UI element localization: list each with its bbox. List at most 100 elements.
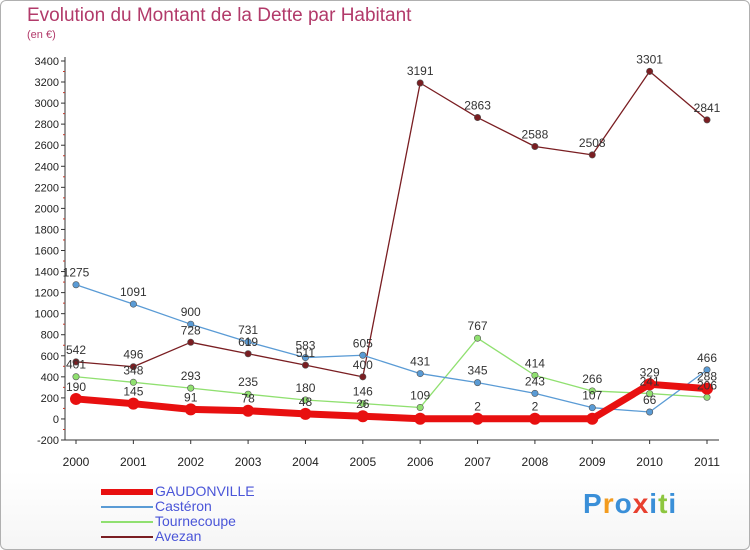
y-tick-label: 2600 [35, 140, 59, 152]
data-point [703, 366, 711, 374]
data-label: 431 [410, 355, 430, 369]
x-tick-label: 2009 [579, 455, 606, 469]
data-label: 190 [66, 380, 86, 394]
data-point [531, 142, 539, 150]
data-point [474, 379, 482, 387]
data-label: 542 [66, 343, 86, 357]
data-label: 26 [356, 397, 370, 411]
data-point [414, 412, 427, 425]
y-tick-label: 200 [41, 393, 59, 405]
data-label: 728 [181, 323, 201, 337]
legend-label-gaudonville: GAUDONVILLE [155, 483, 255, 499]
logo-letter: o [614, 488, 633, 519]
x-tick-label: 2007 [464, 455, 491, 469]
series-line-avezan [75, 70, 708, 378]
y-tick-label: 1000 [35, 309, 59, 321]
data-point [528, 412, 541, 425]
data-label: 348 [123, 363, 143, 377]
data-label: 2863 [464, 99, 491, 113]
y-tick-label: 400 [41, 372, 59, 384]
data-label: 605 [353, 336, 373, 350]
series-line-tournecoupe [75, 337, 708, 409]
data-point [244, 390, 252, 398]
legend-swatch-casteron [101, 506, 153, 508]
data-point [72, 358, 80, 366]
data-point [359, 373, 367, 381]
x-tick-label: 2004 [292, 455, 319, 469]
y-tick-label: 600 [41, 351, 59, 363]
data-label: 329 [640, 365, 660, 379]
data-point [356, 410, 369, 423]
logo-letter: t [658, 488, 669, 519]
data-point [646, 390, 654, 398]
data-point [127, 397, 140, 410]
data-label: 400 [353, 358, 373, 372]
data-point [703, 393, 711, 401]
data-label: 180 [295, 381, 315, 395]
data-label: 109 [410, 388, 430, 402]
x-tick-label: 2002 [177, 455, 204, 469]
data-label: 496 [123, 348, 143, 362]
data-point [646, 408, 654, 416]
data-label: 2841 [694, 101, 721, 115]
data-label: 900 [181, 305, 201, 319]
y-tick-label: 0 [53, 414, 59, 426]
data-point [643, 378, 656, 391]
data-label: 2508 [579, 136, 606, 150]
x-tick-label: 2001 [120, 455, 147, 469]
data-point [70, 392, 82, 405]
data-point [301, 361, 309, 369]
data-label: 266 [582, 372, 602, 386]
x-tick-label: 2000 [63, 455, 90, 469]
data-point [187, 384, 195, 392]
data-label: 619 [238, 335, 258, 349]
data-label: 107 [582, 389, 602, 403]
data-label: 731 [238, 323, 258, 337]
data-point [129, 300, 137, 308]
data-label: 145 [123, 385, 143, 399]
x-tick-label: 2010 [636, 455, 663, 469]
chart-title: Evolution du Montant de la Dette par Hab… [27, 5, 412, 26]
data-label: 91 [184, 390, 198, 404]
data-point [129, 363, 137, 371]
data-point [184, 403, 197, 416]
y-tick-label: 2200 [35, 182, 59, 194]
data-label: 414 [525, 356, 545, 370]
legend-label-tournecoupe: Tournecoupe [155, 513, 236, 529]
y-tick-label: 1200 [35, 288, 59, 300]
x-tick-label: 2008 [522, 455, 549, 469]
logo-letter: x [632, 488, 650, 519]
data-label: 466 [697, 351, 717, 365]
y-tick-label: 2000 [35, 203, 59, 215]
data-label: 2588 [522, 127, 549, 141]
y-tick-label: 3000 [35, 98, 59, 110]
data-label: 146 [353, 385, 373, 399]
series-line-castéron [75, 284, 708, 413]
logo-letter: P [583, 488, 603, 519]
y-tick-label: 2400 [35, 161, 59, 173]
legend-swatch-tournecoupe [101, 521, 153, 523]
data-point [701, 382, 713, 395]
data-label: 48 [299, 395, 313, 409]
data-label: 401 [66, 358, 86, 372]
y-tick-label: 1400 [35, 267, 59, 279]
data-point [187, 338, 195, 346]
data-point [474, 334, 482, 342]
y-tick-label: 2800 [35, 119, 59, 131]
legend-swatch-gaudonville [101, 489, 153, 495]
y-tick-label: 3400 [35, 56, 59, 68]
data-point [129, 378, 137, 386]
data-label: 235 [238, 375, 258, 389]
legend-swatch-avezan [101, 536, 153, 538]
data-point [416, 79, 424, 87]
y-tick-label: 1600 [35, 246, 59, 258]
data-point [531, 389, 539, 397]
data-point [416, 370, 424, 378]
data-point [187, 320, 195, 328]
data-label: 1091 [120, 285, 147, 299]
data-point [359, 400, 367, 408]
data-point [586, 412, 599, 425]
data-point [588, 404, 596, 412]
data-point [416, 403, 424, 411]
data-point [244, 338, 252, 346]
